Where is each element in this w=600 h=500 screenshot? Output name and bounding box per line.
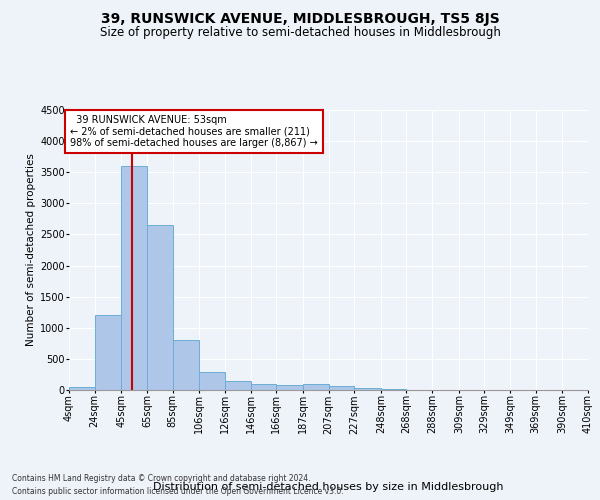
Bar — [69, 387, 95, 390]
Bar — [199, 372, 225, 390]
Bar — [147, 225, 173, 390]
Text: 39 RUNSWICK AVENUE: 53sqm
← 2% of semi-detached houses are smaller (211)
98% of : 39 RUNSWICK AVENUE: 53sqm ← 2% of semi-d… — [70, 115, 318, 148]
Bar — [276, 386, 303, 390]
Bar — [381, 389, 406, 390]
Text: 39, RUNSWICK AVENUE, MIDDLESBROUGH, TS5 8JS: 39, RUNSWICK AVENUE, MIDDLESBROUGH, TS5 … — [101, 12, 499, 26]
Y-axis label: Number of semi-detached properties: Number of semi-detached properties — [26, 154, 36, 346]
Bar — [121, 166, 147, 390]
Text: Contains HM Land Registry data © Crown copyright and database right 2024.: Contains HM Land Registry data © Crown c… — [12, 474, 311, 483]
Text: Contains public sector information licensed under the Open Government Licence v3: Contains public sector information licen… — [12, 487, 344, 496]
Bar — [95, 316, 121, 390]
Bar — [251, 384, 276, 390]
Bar — [173, 340, 199, 390]
Bar — [329, 386, 354, 390]
Text: Size of property relative to semi-detached houses in Middlesbrough: Size of property relative to semi-detach… — [100, 26, 500, 39]
X-axis label: Distribution of semi-detached houses by size in Middlesbrough: Distribution of semi-detached houses by … — [153, 482, 504, 492]
Bar — [225, 380, 251, 390]
Bar — [354, 388, 381, 390]
Bar — [303, 384, 329, 390]
